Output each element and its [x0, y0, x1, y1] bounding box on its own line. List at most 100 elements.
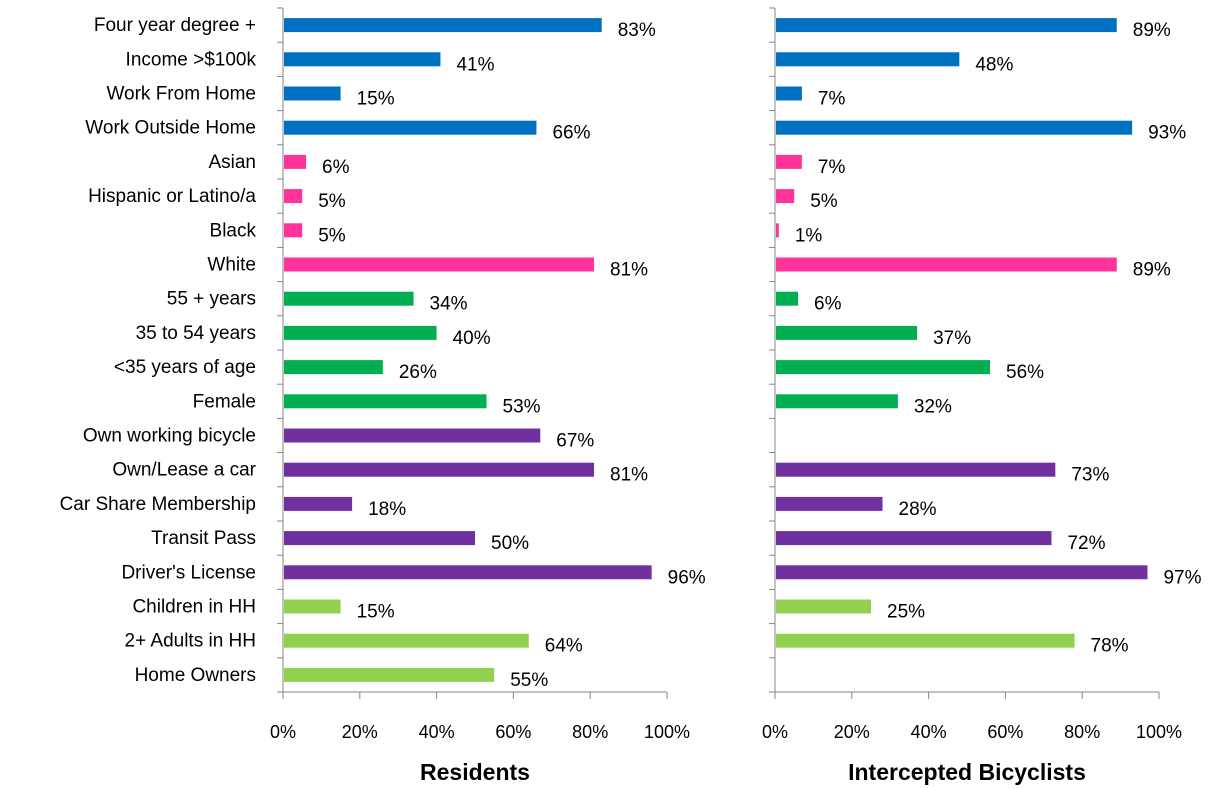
- category-label-white: White: [207, 255, 256, 276]
- bar-55-years: [284, 291, 414, 306]
- category-label-work-from-home: Work From Home: [106, 84, 256, 105]
- bar-hispanic-or-latino-a: [776, 189, 795, 204]
- value-label-2-adults-in-hh: 64%: [545, 636, 583, 657]
- bar-car-share-membership: [284, 496, 353, 511]
- category-label-home-owners: Home Owners: [135, 665, 256, 686]
- bar-55-years: [776, 291, 799, 306]
- bar-four-year-degree: [776, 18, 1117, 33]
- bar-own-lease-a-car: [776, 462, 1056, 477]
- value-label-55-years: 6%: [814, 294, 842, 315]
- panel-title: Intercepted Bicyclists: [848, 759, 1086, 785]
- value-label-asian: 6%: [322, 157, 350, 178]
- value-label-own-lease-a-car: 81%: [610, 465, 648, 486]
- x-tick-label: 0%: [762, 722, 788, 742]
- bar-driver-s-license: [776, 565, 1148, 580]
- bar-35-years-of-age: [776, 360, 991, 375]
- category-label-car-share-membership: Car Share Membership: [60, 494, 256, 515]
- category-labels: Four year degree + Income >$100k Work From…: [60, 15, 257, 686]
- value-label-income-100k: 41%: [456, 54, 494, 75]
- category-label-work-outside-home: Work Outside Home: [85, 118, 256, 139]
- value-label-own-working-bicycle: 67%: [556, 431, 594, 452]
- value-label-own-lease-a-car: 73%: [1071, 465, 1109, 486]
- value-label-driver-s-license: 96%: [668, 567, 706, 588]
- value-label-four-year-degree: 89%: [1133, 20, 1171, 41]
- category-label-35-to-54-years: 35 to 54 years: [136, 323, 256, 344]
- category-label-35-years-of-age: <35 years of age: [114, 357, 256, 378]
- x-tick-label: 80%: [572, 722, 608, 742]
- x-tick-label: 100%: [1136, 722, 1182, 742]
- category-label-transit-pass: Transit Pass: [151, 528, 256, 549]
- category-label-hispanic-or-latino-a: Hispanic or Latino/a: [88, 186, 256, 207]
- value-label-2-adults-in-hh: 78%: [1091, 636, 1129, 657]
- bar-driver-s-license: [284, 565, 652, 580]
- category-label-black: Black: [210, 220, 257, 241]
- bar-asian: [776, 154, 802, 169]
- category-label-four-year-degree: Four year degree +: [94, 15, 256, 36]
- value-label-35-to-54-years: 37%: [933, 328, 971, 349]
- value-label-35-years-of-age: 26%: [399, 362, 437, 383]
- bar-car-share-membership: [776, 496, 883, 511]
- bar-transit-pass: [284, 531, 475, 546]
- category-label-own-working-bicycle: Own working bicycle: [83, 426, 256, 447]
- bar-children-in-hh: [284, 599, 341, 614]
- x-tick-label: 20%: [342, 722, 378, 742]
- bar-income-100k: [284, 52, 441, 67]
- bar-female: [284, 394, 487, 409]
- value-label-hispanic-or-latino-a: 5%: [810, 191, 838, 212]
- bar-female: [776, 394, 898, 409]
- value-label-driver-s-license: 97%: [1163, 567, 1201, 588]
- value-label-four-year-degree: 83%: [618, 20, 656, 41]
- bar-35-years-of-age: [284, 360, 383, 375]
- x-tick-label: 80%: [1064, 722, 1100, 742]
- value-label-home-owners: 55%: [510, 670, 548, 691]
- bar-black: [284, 223, 303, 238]
- bar-income-100k: [776, 52, 960, 67]
- category-label-asian: Asian: [208, 152, 256, 173]
- bar-work-from-home: [776, 86, 802, 101]
- value-label-transit-pass: 72%: [1067, 533, 1105, 554]
- bar-home-owners: [284, 667, 495, 682]
- bicyclists-panel: 0% 20% 40% 60% 80% 100% 89% 48% 7% 93% 7% 5% 1% 89% 6%…: [762, 7, 1202, 785]
- value-label-35-years-of-age: 56%: [1006, 362, 1044, 383]
- bar-35-to-54-years: [284, 325, 437, 340]
- category-label-children-in-hh: Children in HH: [132, 597, 256, 618]
- value-label-black: 1%: [795, 225, 823, 246]
- bar-work-outside-home: [284, 120, 537, 135]
- value-label-asian: 7%: [818, 157, 846, 178]
- x-tick-label: 40%: [419, 722, 455, 742]
- value-label-work-outside-home: 66%: [552, 123, 590, 144]
- bar-asian: [284, 154, 307, 169]
- category-label-2-adults-in-hh: 2+ Adults in HH: [125, 631, 257, 652]
- bar-white: [284, 257, 595, 272]
- value-label-female: 32%: [914, 396, 952, 417]
- category-label-female: Female: [193, 391, 256, 412]
- value-label-children-in-hh: 25%: [887, 602, 925, 623]
- value-label-income-100k: 48%: [975, 54, 1013, 75]
- value-label-work-outside-home: 93%: [1148, 123, 1186, 144]
- value-label-hispanic-or-latino-a: 5%: [318, 191, 346, 212]
- value-label-black: 5%: [318, 225, 346, 246]
- bar-black: [776, 223, 779, 238]
- value-label-children-in-hh: 15%: [357, 602, 395, 623]
- value-label-55-years: 34%: [430, 294, 468, 315]
- bar-children-in-hh: [776, 599, 871, 614]
- bar-35-to-54-years: [776, 325, 918, 340]
- value-label-white: 81%: [610, 260, 648, 281]
- value-label-work-from-home: 7%: [818, 89, 846, 110]
- bar-own-lease-a-car: [284, 462, 595, 477]
- value-label-female: 53%: [503, 396, 541, 417]
- x-tick-label: 40%: [911, 722, 947, 742]
- value-label-car-share-membership: 18%: [368, 499, 406, 520]
- value-label-white: 89%: [1133, 260, 1171, 281]
- bar-2-adults-in-hh: [284, 633, 529, 648]
- value-label-35-to-54-years: 40%: [453, 328, 491, 349]
- category-label-driver-s-license: Driver's License: [121, 562, 256, 583]
- category-label-income-100k: Income >$100k: [126, 49, 257, 70]
- category-label-55-years: 55 + years: [167, 289, 256, 310]
- residents-panel: 0% 20% 40% 60% 80% 100% 83% 41% 15% 66% 6% 5% 5% 81% 3…: [270, 7, 706, 785]
- value-label-car-share-membership: 28%: [899, 499, 937, 520]
- x-tick-label: 20%: [834, 722, 870, 742]
- panel-title: Residents: [420, 759, 530, 785]
- x-tick-label: 60%: [495, 722, 531, 742]
- bar-work-outside-home: [776, 120, 1133, 135]
